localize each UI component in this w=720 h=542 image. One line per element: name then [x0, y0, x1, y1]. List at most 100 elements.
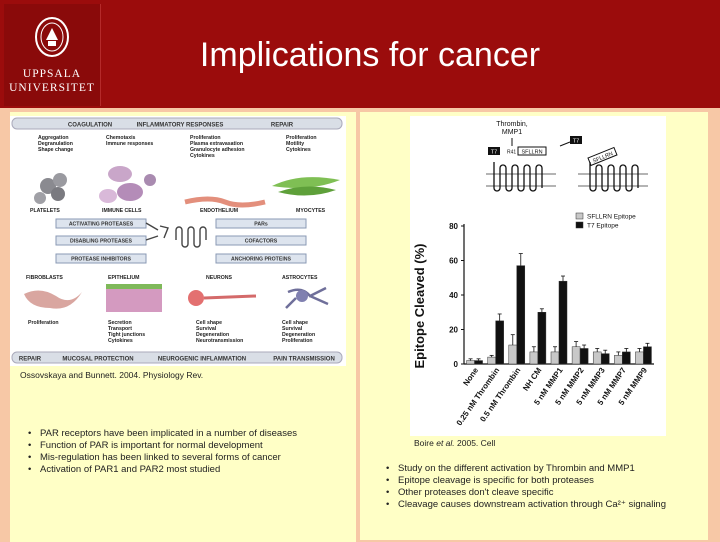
- cleavage-diagram: Thrombin, MMP1 T7 R41 SFLLRN T7 SFLLRN: [486, 121, 648, 192]
- epithelium-illustration: [106, 284, 162, 312]
- legend-label: T7 Epitope: [587, 223, 619, 230]
- cell-type-label: ASTROCYTES: [282, 275, 318, 281]
- left-citation: Ossovskaya and Bunnett. 2004. Physiology…: [20, 370, 204, 380]
- bullet-item: Cleavage causes downstream activation th…: [386, 499, 666, 511]
- neuron-illustration: [188, 290, 257, 306]
- par-schematic-figure: COAGULATION INFLAMMATORY RESPONSES REPAI…: [10, 116, 346, 366]
- function-label: Immune responses: [106, 141, 153, 147]
- immune-cells-illustration: [99, 166, 156, 203]
- bar: [622, 351, 631, 365]
- fibroblasts-illustration: [24, 290, 82, 309]
- right-citation: Boire et al. 2005. Cell: [414, 438, 495, 448]
- bar: [487, 356, 496, 365]
- bar: [516, 265, 526, 365]
- function-label: Plasma extravasation: [190, 141, 243, 147]
- seal-icon: [35, 17, 69, 57]
- bar: [592, 351, 602, 365]
- top-bar-label: INFLAMMATORY RESPONSES: [137, 123, 224, 129]
- par-box-label: COFACTORS: [245, 239, 278, 245]
- citation-authors: Boire: [414, 438, 437, 448]
- function-label: Shape change: [38, 147, 73, 153]
- cell-type-label: FIBROBLASTS: [26, 275, 63, 281]
- bottom-bar-label: REPAIR: [19, 357, 42, 363]
- cell-type-label: IMMUNE CELLS: [102, 208, 142, 214]
- right-bullet-list: Study on the different activation by Thr…: [376, 463, 666, 511]
- bar: [508, 344, 518, 365]
- bar: [495, 320, 504, 365]
- function-label: Cell shape: [196, 320, 222, 326]
- bullet-item: PAR receptors have been implicated in a …: [28, 428, 297, 440]
- par-box-label: PARs: [254, 222, 268, 228]
- function-label: Cytokines: [286, 147, 311, 153]
- function-label: Proliferation: [28, 320, 59, 326]
- function-label: Secretion: [108, 320, 132, 326]
- bar: [466, 360, 475, 365]
- cell-type-label: MYOCYTES: [296, 208, 326, 214]
- function-label: Survival: [282, 326, 303, 332]
- x-category-label: None: [461, 366, 480, 388]
- bar: [550, 351, 560, 365]
- function-label: Proliferation: [190, 135, 221, 141]
- function-label: Cell shape: [282, 320, 308, 326]
- function-label: Cytokines: [190, 153, 215, 159]
- logo-line-2: UNIVERSITET: [9, 82, 95, 94]
- par-box-label: ANCHORING PROTEINS: [231, 257, 291, 263]
- function-label: Degeneration: [196, 332, 229, 338]
- function-label: Transport: [108, 326, 132, 332]
- header-bar: UPPSALA UNIVERSITET Implications for can…: [0, 0, 720, 108]
- logo-line-1: UPPSALA: [22, 68, 82, 80]
- cell-type-label: NEURONS: [206, 275, 232, 281]
- tag-label: SFLLRN: [521, 150, 542, 156]
- left-bullet-list: PAR receptors have been implicated in a …: [18, 428, 297, 476]
- receptor-illustration: [145, 222, 207, 248]
- citation-etal: et al.: [436, 438, 455, 448]
- bullet-item: Function of PAR is important for normal …: [28, 440, 297, 452]
- slide-title: Implications for cancer: [199, 36, 541, 74]
- tag-label: R41: [507, 150, 516, 156]
- y-tick-label: 20: [449, 326, 458, 335]
- bar: [600, 353, 610, 365]
- function-label: Neurotransmission: [196, 338, 243, 344]
- bullet-item: Activation of PAR1 and PAR2 most studied: [28, 464, 297, 476]
- protease-box-label: DISABLING PROTEASES: [70, 239, 133, 245]
- legend-swatch: [575, 221, 584, 229]
- bullet-item: Study on the different activation by Thr…: [386, 463, 666, 475]
- enzyme-label: Thrombin,: [496, 121, 528, 128]
- bar: [474, 360, 483, 365]
- bottom-bar-label: NEUROGENIC INFLAMMATION: [158, 357, 246, 363]
- function-label: Chemotaxis: [106, 135, 136, 141]
- function-label: Motility: [286, 141, 304, 147]
- y-tick-label: 80: [449, 222, 458, 231]
- bar: [529, 351, 539, 365]
- bullet-item: Other proteases don't cleave specific: [386, 487, 666, 499]
- y-tick-label: 60: [449, 257, 458, 266]
- astrocyte-illustration: [285, 286, 329, 309]
- tag-label: T7: [491, 150, 497, 156]
- legend-label: SFLLRN Epitope: [587, 214, 636, 221]
- function-label: Survival: [196, 326, 217, 332]
- bullet-item: Mis-regulation has been linked to severa…: [28, 452, 297, 464]
- function-label: Degeneration: [282, 332, 315, 338]
- function-label: Proliferation: [282, 338, 313, 344]
- function-label: Aggregation: [38, 135, 69, 141]
- legend-swatch: [575, 212, 584, 220]
- function-label: Cytokines: [108, 338, 133, 344]
- y-tick-label: 40: [449, 291, 458, 300]
- tag-label: T7: [573, 139, 579, 145]
- bullet-item: Epitope cleavage is specific for both pr…: [386, 475, 666, 487]
- platelets-illustration: [34, 173, 67, 204]
- bar: [558, 280, 568, 365]
- bar: [579, 348, 589, 365]
- function-label: Degranulation: [38, 141, 73, 147]
- protease-box-label: PROTEASE INHIBITORS: [71, 257, 131, 263]
- par-schematic-svg: COAGULATION INFLAMMATORY RESPONSES REPAI…: [11, 117, 343, 364]
- y-tick-label: 0: [454, 360, 459, 369]
- enzyme-label: MMP1: [502, 129, 522, 136]
- bottom-bar-label: PAIN TRANSMISSION: [273, 357, 335, 363]
- bottom-bar-label: MUCOSAL PROTECTION: [62, 357, 133, 363]
- cell-type-label: EPITHELIUM: [108, 275, 139, 281]
- cell-type-label: ENDOTHELIUM: [200, 208, 238, 214]
- bar: [571, 346, 581, 365]
- top-bar-label: COAGULATION: [68, 123, 112, 129]
